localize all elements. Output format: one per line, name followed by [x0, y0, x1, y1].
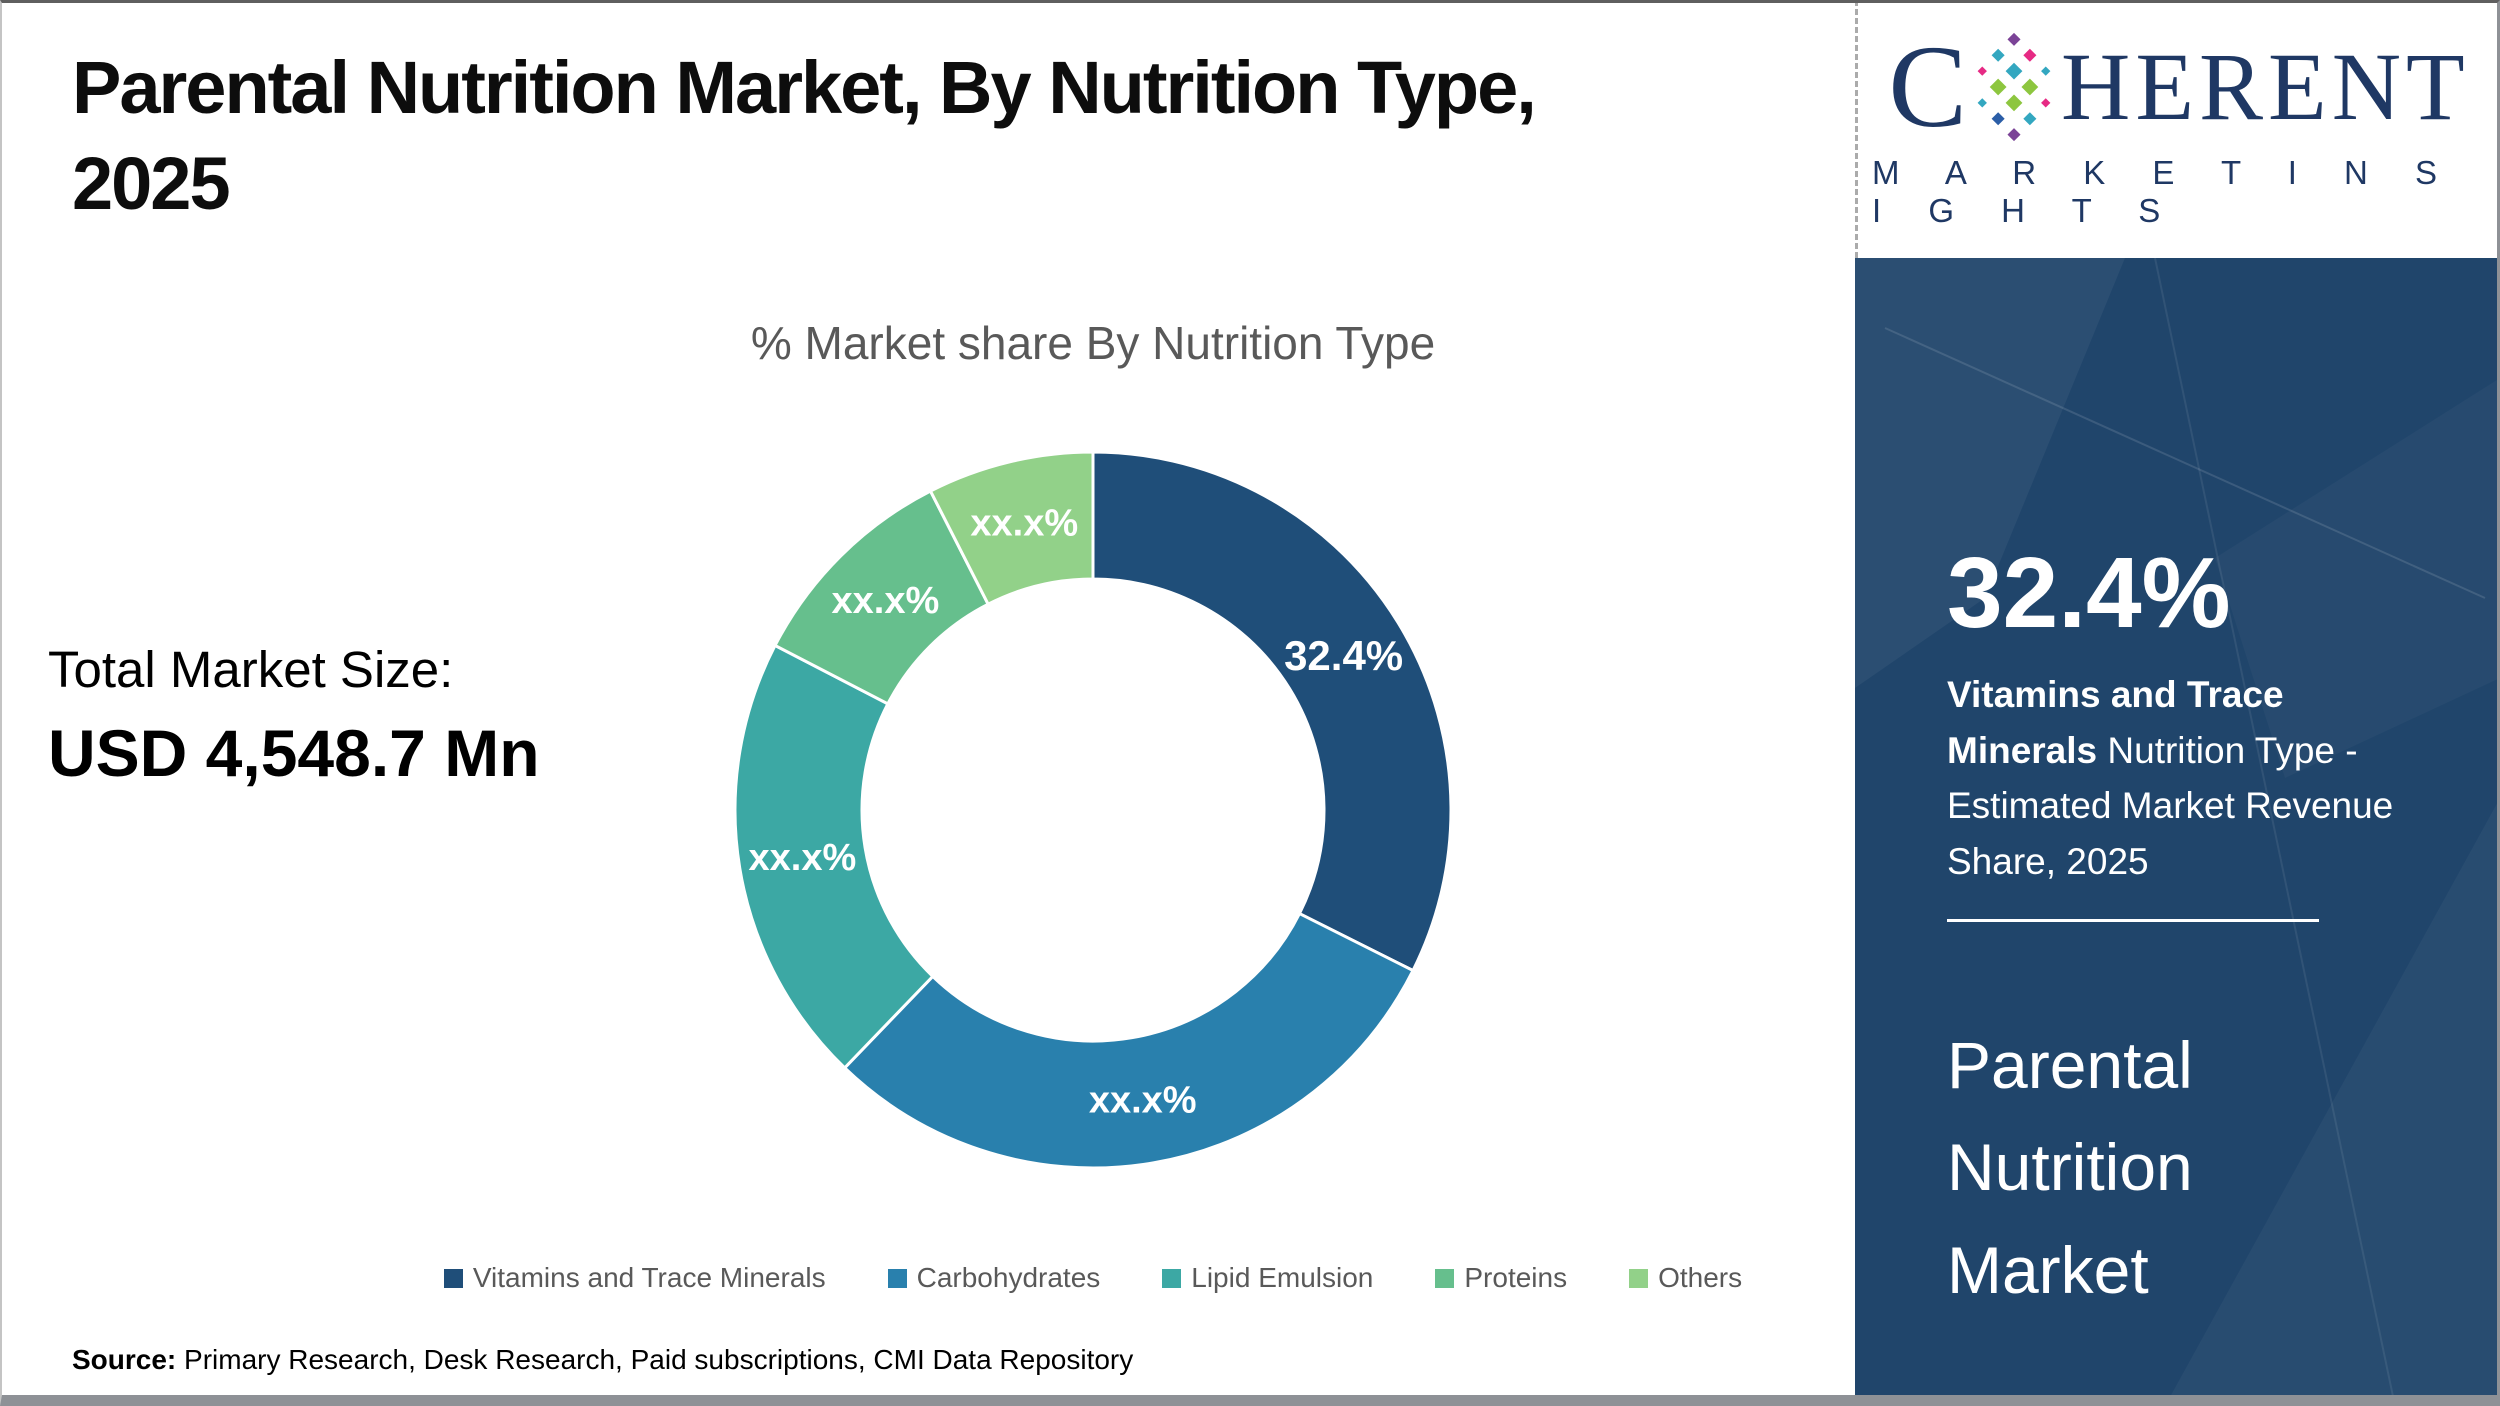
slice-label-1: xx.x% — [1089, 1079, 1197, 1121]
legend-item-3: Proteins — [1435, 1262, 1567, 1294]
donut-chart: 32.4% xx.x% xx.x% xx.x% xx.x% — [713, 430, 1473, 1190]
product-name: Parental Nutrition Market — [1947, 1028, 2193, 1307]
slice-label-2: xx.x% — [749, 837, 857, 879]
source-label: Source: — [72, 1344, 177, 1375]
page-title-line1: Parental Nutrition Market, By Nutrition … — [72, 46, 1537, 129]
legend-swatch-0 — [443, 1268, 463, 1288]
total-market-value: USD 4,548.7 Mn — [48, 716, 540, 790]
legend-item-2: Lipid Emulsion — [1162, 1262, 1373, 1294]
logo-subtitle: M A R K E T I N S I G H T S — [1872, 154, 2457, 229]
page-title: Parental Nutrition Market, By Nutrition … — [72, 40, 1752, 232]
map-texture — [1855, 258, 2500, 1406]
slice-label-0: 32.4% — [1284, 632, 1403, 679]
donut-slice-4 — [928, 450, 1095, 607]
donut-slice-0 — [1091, 450, 1453, 973]
legend-label-4: Others — [1658, 1262, 1743, 1293]
legend-swatch-4 — [1629, 1268, 1649, 1288]
highlight-content: 32.4% Vitamins and Trace Minerals Nutrit… — [1947, 543, 2440, 1321]
slice-label-4: xx.x% — [970, 503, 1078, 545]
total-market-label: Total Market Size: — [48, 641, 454, 698]
divider-line — [1947, 919, 2319, 922]
total-market-block: Total Market Size: USD 4,548.7 Mn — [48, 640, 540, 791]
cmi-logo-box: C HERENT — [1855, 0, 2500, 258]
chart-legend: Vitamins and Trace Minerals Carbohydrates… — [213, 1262, 1973, 1294]
stat-description-rest: Nutrition Type - Estimated Market Revenu… — [1947, 729, 2394, 882]
logo-letter-c: C — [1888, 21, 1968, 152]
logo-letters-rest: HERENT — [2061, 33, 2470, 140]
donut-slice-1 — [842, 911, 1416, 1170]
cmi-logo-wordmark: C HERENT — [1888, 28, 2469, 146]
legend-item-1: Carbohydrates — [887, 1262, 1101, 1294]
legend-item-4: Others — [1629, 1262, 1742, 1294]
legend-label-1: Carbohydrates — [916, 1262, 1101, 1293]
legend-label-0: Vitamins and Trace Minerals — [472, 1262, 826, 1293]
page-title-line2: 2025 — [72, 142, 231, 226]
legend-label-3: Proteins — [1464, 1262, 1568, 1293]
legend-swatch-1 — [887, 1268, 907, 1288]
source-text: Primary Research, Desk Research, Paid su… — [176, 1344, 1134, 1375]
chart-title: % Market share By Nutrition Type — [750, 317, 1436, 369]
legend-item-0: Vitamins and Trace Minerals — [443, 1262, 826, 1294]
legend-label-2: Lipid Emulsion — [1191, 1262, 1374, 1293]
diamond-dots-o-icon — [1977, 32, 2051, 142]
stat-value: 32.4% — [1947, 537, 2231, 649]
legend-swatch-3 — [1435, 1268, 1455, 1288]
stat-description-bold: Vitamins and Trace Minerals — [1947, 674, 2284, 771]
legend-swatch-2 — [1162, 1268, 1182, 1288]
highlight-panel: 32.4% Vitamins and Trace Minerals Nutrit… — [1855, 258, 2500, 1406]
donut-slice-2 — [733, 643, 935, 1070]
donut-chart-svg: 32.4% xx.x% xx.x% xx.x% xx.x% — [733, 450, 1453, 1170]
right-panel: C HERENT — [1855, 0, 2500, 1406]
slice-label-3: xx.x% — [832, 580, 940, 622]
stat-description: Vitamins and Trace Minerals Nutrition Ty… — [1947, 667, 2439, 889]
source-line: Source: Primary Research, Desk Research,… — [72, 1344, 1133, 1376]
